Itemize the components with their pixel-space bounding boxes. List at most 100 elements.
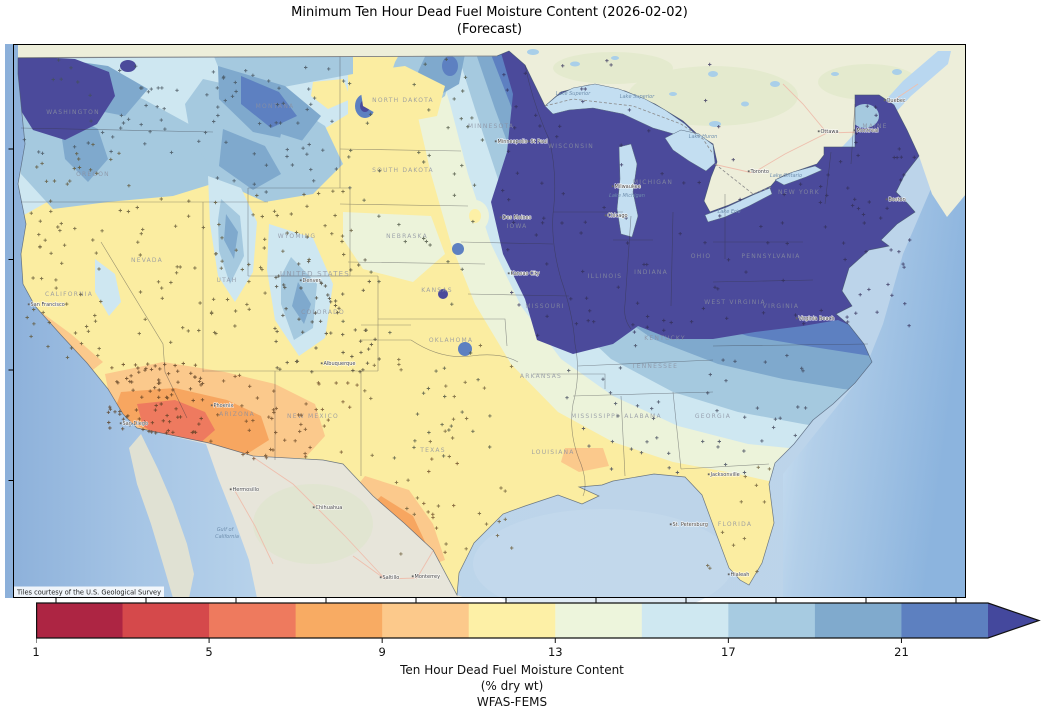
state-label: NORTH DAKOTA <box>372 97 434 104</box>
station-markers-group <box>211 65 352 194</box>
state-label: PENNSYLVANIA <box>741 253 800 260</box>
city-marker <box>527 140 530 143</box>
city-label: Chicago <box>608 213 628 219</box>
city-marker <box>747 170 750 173</box>
colorbar-segment-21-23 <box>901 603 989 638</box>
colorbar-tick-label: 9 <box>378 645 386 659</box>
state-label: SOUTH DAKOTA <box>372 167 434 174</box>
colorbar-outline <box>36 602 1041 639</box>
state-borders <box>20 56 869 497</box>
state-label: VIRGINIA <box>763 303 799 310</box>
attribution-text: Tiles courtesy of the U.S. Geological Su… <box>16 589 161 597</box>
lake-label: California <box>215 534 239 540</box>
city-label: Hermosillo <box>233 487 260 493</box>
state-label: UNITED STATES <box>280 270 350 278</box>
station-markers-group <box>106 361 205 435</box>
colorbar-segment-7-9 <box>295 603 383 638</box>
city-marker <box>727 573 730 576</box>
city-marker <box>611 185 614 188</box>
colorbar-tick-label: 13 <box>547 645 563 659</box>
state-label: INDIANA <box>634 269 668 276</box>
city-marker <box>27 303 30 306</box>
colorbar <box>36 602 1041 643</box>
colorbar-tick-label: 5 <box>205 645 213 659</box>
city-label: Hialeah <box>731 572 750 578</box>
lake-label: Lake Huron <box>689 134 718 140</box>
state-label: NEBRASKA <box>386 233 428 240</box>
city-label: Montreal <box>857 128 879 134</box>
city-label: Ottawa <box>821 129 839 135</box>
state-label: MICHIGAN <box>633 179 673 186</box>
state-label: MISSOURI <box>525 303 564 310</box>
state-label: KENTUCKY <box>644 335 685 342</box>
city-marker <box>312 506 315 509</box>
us-fuel-moisture-map: WASHINGTON OREGON MONTANA NORTH DAKOTA SOUTH… <box>5 44 966 606</box>
canada-terrain <box>553 52 918 126</box>
station-markers-group <box>422 457 459 554</box>
city-marker <box>411 575 414 578</box>
colorbar-tick-label: 1 <box>32 645 40 659</box>
lake-label: Gulf of <box>217 527 235 533</box>
station-markers <box>22 57 916 574</box>
city-marker <box>707 473 710 476</box>
state-label: ARKANSAS <box>520 373 562 380</box>
state-label: IOWA <box>506 223 527 230</box>
state-label: ARIZONA <box>219 411 255 418</box>
station-markers-group <box>247 189 353 270</box>
colorbar-label: Ten Hour Dead Fuel Moisture Content <box>400 663 624 677</box>
colorbar-segment-11-13 <box>468 603 556 638</box>
city-label: San Francisco <box>31 302 65 308</box>
city-label: San Diego <box>123 421 149 427</box>
state-label: ALABAMA <box>624 413 662 420</box>
colorbar-tick-labels: 1 5 9 13 17 21 <box>32 645 1046 660</box>
lake-ontario <box>774 165 823 186</box>
state-label: TEXAS <box>419 447 445 454</box>
lake-label: Lake Superior <box>620 94 656 100</box>
lake-superior <box>544 83 698 137</box>
colorbar-segment-17-19 <box>728 603 816 638</box>
lake-huron <box>664 129 716 172</box>
lake-label: Lake Superior <box>556 91 592 97</box>
city-marker <box>229 488 232 491</box>
city-marker <box>119 422 122 425</box>
state-label: FLORIDA <box>718 521 752 528</box>
city-label: St. Petersburg <box>673 522 708 528</box>
mexico-roads <box>234 456 434 580</box>
state-label: MISSISSIPPI <box>571 413 619 420</box>
colorbar-segment-1-3 <box>36 603 123 638</box>
city-label: Minneapolis <box>498 139 528 145</box>
city-marker <box>817 130 820 133</box>
international-border <box>17 55 772 195</box>
colorbar-segment-15-17 <box>641 603 729 638</box>
state-label: NEW YORK <box>778 189 820 196</box>
city-label: Phoenix <box>214 403 234 409</box>
state-label: MINNESOTA <box>468 123 514 130</box>
lake-label: Lake Erie <box>717 209 740 215</box>
station-markers-group <box>565 344 808 475</box>
city-marker <box>853 129 856 132</box>
state-label: WEST VIRGINIA <box>704 299 766 306</box>
colorbar-ticks <box>36 638 902 643</box>
figure-title-line2: (Forecast) <box>456 22 523 37</box>
city-marker <box>210 404 213 407</box>
city-marker <box>669 523 672 526</box>
data-source: WFAS-FEMS <box>476 695 548 710</box>
station-markers-group <box>29 142 139 215</box>
city-marker <box>885 198 888 201</box>
map-attribution: Tiles courtesy of the U.S. Geological Su… <box>14 586 164 597</box>
figure-title: Minimum Ten Hour Dead Fuel Moisture Cont… <box>13 4 966 38</box>
colorbar-units: (% dry wt) <box>480 679 544 694</box>
colorbar-segments <box>36 603 989 638</box>
station-markers-group <box>392 351 492 460</box>
colorbar-tick-label: 21 <box>894 645 909 659</box>
station-markers-group <box>22 58 209 155</box>
city-label: Albuquerque <box>324 361 356 367</box>
city-labels: San Francisco San Diego Phoenix Albuquerque… <box>27 98 906 581</box>
state-label: OREGON <box>76 171 110 178</box>
city-label: Saltillo <box>383 575 400 581</box>
city-label: Denver <box>303 278 322 284</box>
city-label: Chihuahua <box>316 505 343 511</box>
city-label: Jacksonville <box>710 472 740 478</box>
state-label: MAINE <box>862 123 887 130</box>
city-label: Toronto <box>750 169 769 175</box>
